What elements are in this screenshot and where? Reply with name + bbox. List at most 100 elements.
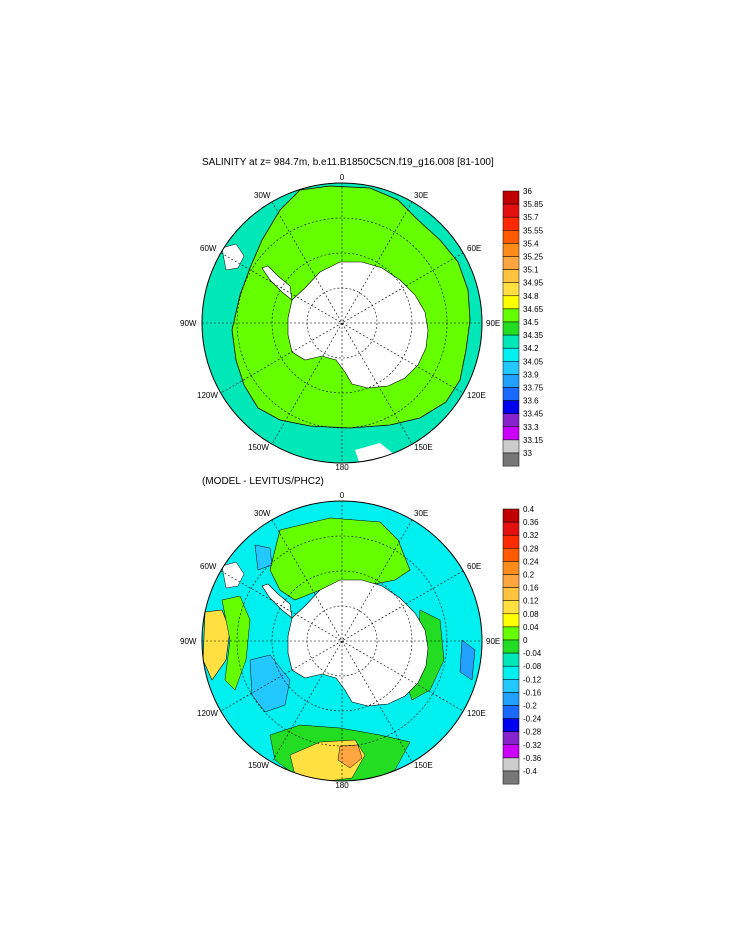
top-colorbar-label: 36 <box>523 187 532 196</box>
bottom-colorbar-label: 0.32 <box>523 531 539 540</box>
top-colorbar-label: 34.8 <box>523 292 539 301</box>
bottom-lon-90w: 90W <box>180 637 197 646</box>
bottom-colorbar-swatch <box>502 574 520 588</box>
bottom-blue-patch-3 <box>459 639 476 681</box>
bottom-colorbar-swatch <box>502 770 520 785</box>
top-colorbar-label: 33.15 <box>523 436 544 445</box>
top-colorbar-swatch <box>502 216 520 231</box>
top-colorbar-swatch <box>502 243 520 257</box>
bottom-colorbar-swatch <box>502 744 520 759</box>
bottom-colorbar-label: 0.36 <box>523 518 539 527</box>
bottom-lon-150e: 150E <box>414 761 433 770</box>
bottom-lon-150w: 150W <box>248 761 269 770</box>
bottom-colorbar-swatch <box>502 548 520 562</box>
bottom-colorbar-label: 0.28 <box>523 544 539 553</box>
top-colorbar-swatch <box>502 387 520 401</box>
bottom-colorbar-label: 0 <box>523 636 528 645</box>
bottom-orange-south <box>337 744 363 769</box>
bottom-colorbar-label: 0.08 <box>523 610 539 619</box>
top-colorbar-swatch <box>502 334 520 349</box>
bottom-map: 0 30E 60E 90E 120E 150E 180 150W 120W 90… <box>180 491 500 790</box>
bottom-colorbar-label: 0.16 <box>523 584 539 593</box>
bottom-lon-60w: 60W <box>200 562 217 571</box>
top-lon-30e: 30E <box>414 191 428 200</box>
top-lon-150w: 150W <box>248 443 269 452</box>
top-colorbar-label: 34.05 <box>523 357 544 366</box>
bottom-lon-180: 180 <box>335 781 349 790</box>
top-colorbar-label: 35.4 <box>523 239 539 248</box>
top-lon-60e: 60E <box>467 244 481 253</box>
top-lon-120e: 120E <box>467 391 486 400</box>
top-colorbar-label: 33 <box>523 449 532 458</box>
bottom-colorbar-swatch <box>502 731 520 746</box>
top-colorbar-swatch <box>502 439 520 454</box>
top-colorbar-label: 34.2 <box>523 344 539 353</box>
top-lon-0: 0 <box>340 173 345 182</box>
top-colorbar-swatch <box>502 295 520 310</box>
bottom-lon-90e: 90E <box>486 637 500 646</box>
bottom-south-america <box>221 561 245 589</box>
top-lon-180: 180 <box>335 463 349 472</box>
bottom-blue-patch-2 <box>254 544 273 571</box>
bottom-colorbar-label: -0.08 <box>523 662 542 671</box>
top-colorbar-swatch <box>502 269 520 283</box>
top-colorbar-label: 33.9 <box>523 370 539 379</box>
bottom-lon-60e: 60E <box>467 562 481 571</box>
bottom-colorbar-swatch <box>502 600 520 615</box>
bottom-colorbar-swatch <box>502 508 520 523</box>
top-map: 0 30E 60E 90E 120E 150E 180 150W 120W 90… <box>180 173 500 472</box>
bottom-green-west <box>221 595 251 691</box>
top-colorbar-swatch <box>502 282 520 297</box>
bottom-colorbar: 0.4 0.36 0.32 0.28 0.24 0.2 0.16 0.12 0.08 0.04 0 -… <box>502 505 542 785</box>
top-colorbar-swatch <box>502 321 520 336</box>
bottom-panel-title: (MODEL - LEVITUS/PHC2) <box>202 476 324 487</box>
top-colorbar-label: 33.45 <box>523 410 544 419</box>
bottom-colorbar-label: -0.12 <box>523 675 542 684</box>
top-panel-title: SALINITY at z= 984.7m, b.e11.B1850C5CN.f… <box>202 157 494 168</box>
bottom-colorbar-swatch <box>502 521 520 536</box>
bottom-colorbar-swatch <box>502 626 520 641</box>
top-colorbar-swatch <box>502 347 520 362</box>
top-colorbar-swatch <box>502 190 520 205</box>
bottom-colorbar-label: 0.04 <box>523 623 539 632</box>
bottom-colorbar-label: 0.4 <box>523 505 535 514</box>
top-lon-120w: 120W <box>197 391 218 400</box>
bottom-colorbar-label: 0.2 <box>523 571 535 580</box>
top-colorbar-swatch <box>502 413 520 428</box>
top-colorbar-swatch <box>502 374 520 388</box>
bottom-lon-120e: 120E <box>467 709 486 718</box>
bottom-lon-0: 0 <box>340 491 345 500</box>
bottom-colorbar-label: -0.28 <box>523 728 542 737</box>
bottom-colorbar-label: -0.36 <box>523 754 542 763</box>
bottom-colorbar-label: -0.24 <box>523 715 542 724</box>
top-colorbar-swatch <box>502 308 520 323</box>
bottom-colorbar-swatch <box>502 705 520 719</box>
bottom-colorbar-label: -0.32 <box>523 741 542 750</box>
top-colorbar-swatch <box>502 203 520 218</box>
top-colorbar-label: 35.55 <box>523 226 544 235</box>
top-lon-90w: 90W <box>180 319 197 328</box>
top-colorbar-label: 34.95 <box>523 279 544 288</box>
bottom-colorbar-swatch <box>502 639 520 654</box>
bottom-colorbar-swatch <box>502 652 520 667</box>
bottom-colorbar-swatch <box>502 534 520 549</box>
top-colorbar-label: 35.7 <box>523 213 539 222</box>
top-colorbar-swatch <box>502 361 520 375</box>
top-colorbar-swatch <box>502 400 520 414</box>
top-colorbar-label: 34.35 <box>523 331 544 340</box>
top-colorbar-swatch <box>502 452 520 467</box>
bottom-colorbar-swatch <box>502 692 520 706</box>
bottom-colorbar-label: -0.04 <box>523 649 542 658</box>
top-colorbar-label: 35.1 <box>523 266 539 275</box>
top-colorbar: 36 35.85 35.7 35.55 35.4 35.25 35.1 34.95 34.8 34… <box>502 187 544 467</box>
top-lon-30w: 30W <box>254 191 271 200</box>
top-colorbar-label: 33.75 <box>523 384 544 393</box>
bottom-colorbar-label: -0.2 <box>523 702 537 711</box>
bottom-colorbar-swatch <box>502 587 520 601</box>
top-colorbar-label: 33.3 <box>523 423 539 432</box>
bottom-colorbar-swatch <box>502 757 520 772</box>
bottom-colorbar-label: -0.4 <box>523 767 537 776</box>
top-colorbar-label: 35.25 <box>523 253 544 262</box>
bottom-lon-120w: 120W <box>197 709 218 718</box>
